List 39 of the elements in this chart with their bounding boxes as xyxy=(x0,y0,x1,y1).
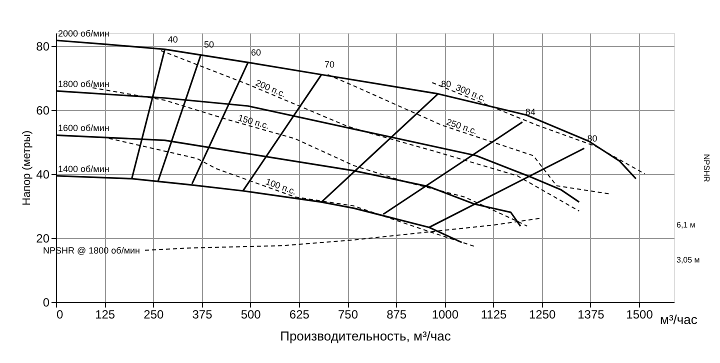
y2-tick-label: 6,1 м xyxy=(676,220,696,230)
text: м³/час xyxy=(660,312,698,327)
x-tick-label: 1250 xyxy=(528,308,556,322)
y-tick-label: 40 xyxy=(36,167,50,182)
y2-tick-label: 3,05 м xyxy=(676,256,700,265)
x-tick-label: 125 xyxy=(95,308,116,322)
text: 150 п.с. xyxy=(236,112,270,131)
text: 250 п.с. xyxy=(445,116,479,136)
y2-axis-title: NPSHR xyxy=(702,154,711,182)
text: 300 п.с. xyxy=(454,82,488,104)
x-tick-label: 1000 xyxy=(432,308,459,322)
series-label: 80 xyxy=(441,78,452,89)
x-tick-label: 875 xyxy=(386,308,407,322)
x-tick-label: 625 xyxy=(289,308,310,322)
series-label: 70 xyxy=(324,60,334,70)
x-tick-label: 500 xyxy=(240,308,262,322)
x-tick-label: 250 xyxy=(144,308,164,322)
series-label: 50 xyxy=(204,39,214,50)
x-tick-label: 1125 xyxy=(480,308,507,322)
y-axis-title: Напор (метры) xyxy=(21,130,34,206)
text: 200 п.с. xyxy=(254,78,288,100)
text: 100 п.с. xyxy=(264,176,298,197)
y-tick-label: 20 xyxy=(36,231,50,246)
x-tick-label: 1375 xyxy=(578,308,605,322)
x-tick-label: 1500 xyxy=(626,308,654,322)
series-label: 60 xyxy=(251,47,262,58)
x-tick-label: 750 xyxy=(338,308,358,322)
y-tick-label: 80 xyxy=(36,39,50,54)
x-axis-title: Производительность, м³/час xyxy=(280,328,452,344)
y-tick-label: 60 xyxy=(36,103,50,118)
series-label: 40 xyxy=(168,34,178,44)
series-label: 1800 об/мин xyxy=(58,78,110,89)
x-tick-label: 375 xyxy=(192,308,213,322)
x-tick-label: 0 xyxy=(56,308,64,322)
y-tick-label: 0 xyxy=(42,296,50,310)
series-label: 2000 об/мин xyxy=(58,28,110,38)
series-label: 84 xyxy=(525,107,536,118)
series-label: 1400 об/мин xyxy=(58,164,110,174)
series-label: 1600 об/мин xyxy=(58,123,110,134)
